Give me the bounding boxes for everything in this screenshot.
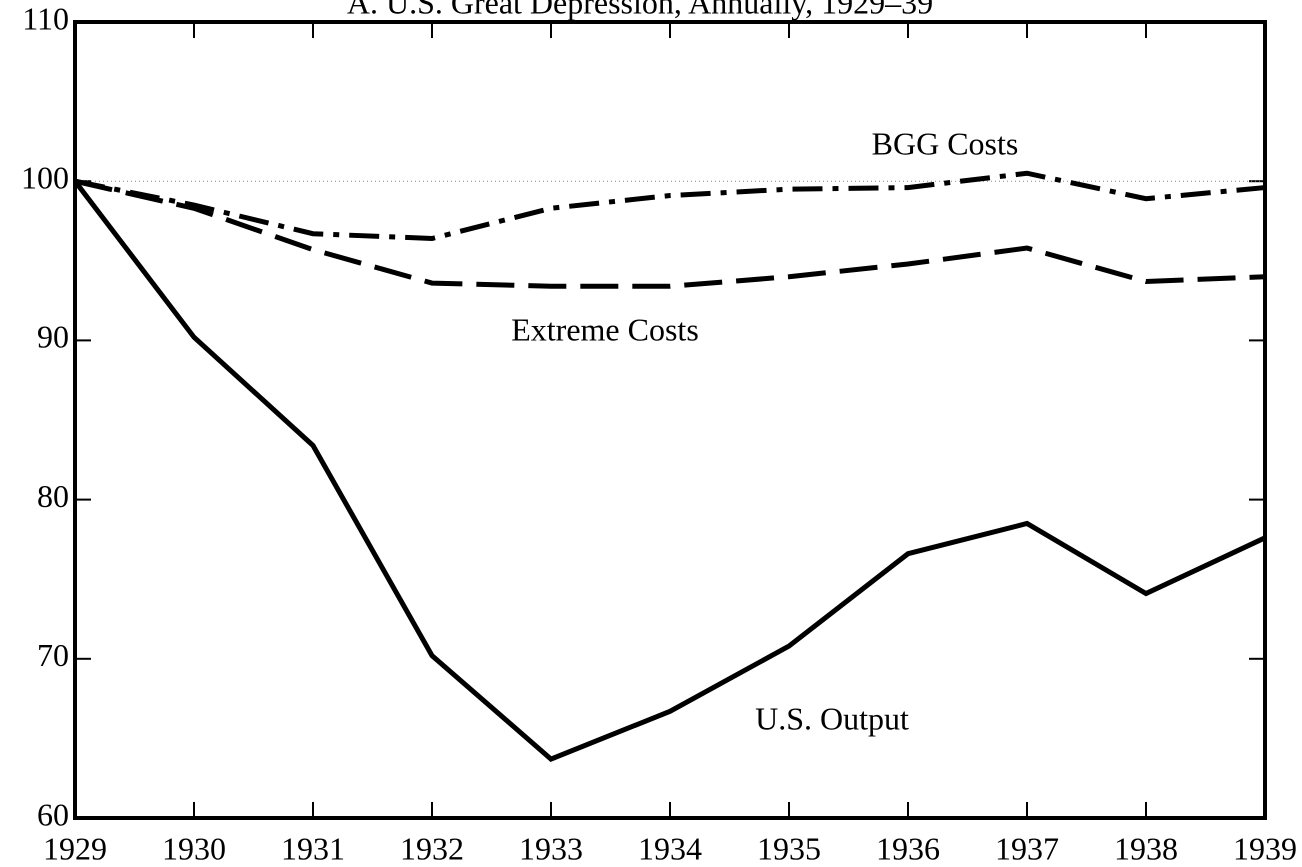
x-tick-label: 1935 xyxy=(757,830,821,866)
y-tick-label: 90 xyxy=(37,319,69,355)
x-tick-label: 1938 xyxy=(1114,830,1178,866)
series-line xyxy=(73,179,1267,762)
x-tick-label: 1934 xyxy=(638,830,702,866)
series-label: U.S. Output xyxy=(755,700,909,736)
x-tick-label: 1929 xyxy=(43,830,107,866)
x-tick-label: 1937 xyxy=(995,830,1059,866)
series-label: BGG Costs xyxy=(872,125,1019,161)
x-tick-label: 1933 xyxy=(519,830,583,866)
series-label: Extreme Costs xyxy=(511,311,699,347)
x-tick-label: 1936 xyxy=(876,830,940,866)
y-tick-label: 60 xyxy=(37,796,69,832)
y-tick-label: 80 xyxy=(37,478,69,514)
series-line xyxy=(74,170,1266,242)
chart-title: A. U.S. Great Depression, Annually, 1929… xyxy=(347,0,933,20)
x-tick-label: 1932 xyxy=(400,830,464,866)
series-line xyxy=(74,178,1266,289)
x-tick-label: 1930 xyxy=(162,830,226,866)
y-tick-label: 110 xyxy=(22,0,69,36)
y-tick-label: 70 xyxy=(37,637,69,673)
x-tick-label: 1939 xyxy=(1233,830,1297,866)
x-tick-label: 1931 xyxy=(281,830,345,866)
plot-frame xyxy=(73,20,1267,820)
y-tick-label: 100 xyxy=(21,160,69,196)
